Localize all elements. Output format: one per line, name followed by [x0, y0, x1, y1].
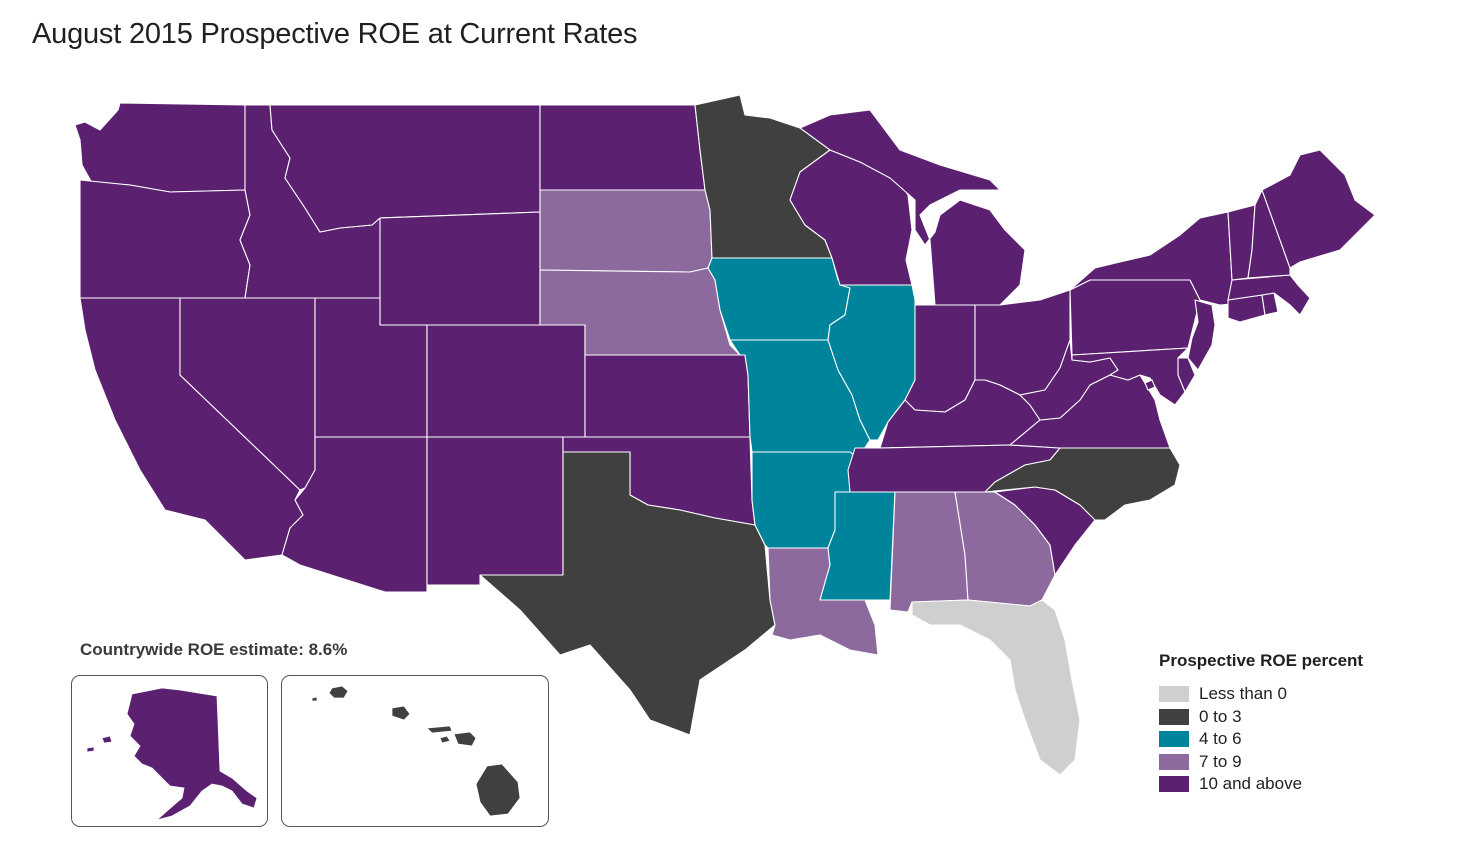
legend-label: Less than 0: [1199, 684, 1287, 704]
state-NE: [539, 267, 741, 356]
legend-label: 10 and above: [1199, 774, 1303, 794]
legend-label: 7 to 9: [1199, 751, 1242, 771]
state-AL: [889, 491, 969, 613]
state-PA: [1069, 279, 1201, 356]
state-TX: [479, 451, 776, 736]
state-NC: [984, 447, 1181, 521]
state-FL: [911, 599, 1081, 776]
legend-item-0to3: 0 to 3: [1159, 706, 1363, 729]
state-MD: [1071, 347, 1189, 406]
state-MA: [1227, 274, 1311, 316]
state-IA: [707, 257, 851, 341]
legend-swatch: [1159, 753, 1189, 770]
legend-item-7to9: 7 to 9: [1159, 751, 1363, 774]
legend-label: 4 to 6: [1199, 729, 1242, 749]
state-NM: [426, 436, 564, 586]
state-DC: [1144, 379, 1156, 391]
state-ME: [1261, 149, 1376, 269]
legend-item-4to6: 4 to 6: [1159, 728, 1363, 751]
state-WY: [379, 211, 541, 326]
legend-title: Prospective ROE percent: [1159, 651, 1364, 670]
state-MT: [269, 104, 541, 233]
hawaii-inset: [281, 675, 549, 827]
state-CO: [426, 324, 586, 438]
legend-label: 0 to 3: [1199, 706, 1242, 726]
state-MI: [799, 109, 1026, 306]
legend-item-10plus: 10 and above: [1159, 773, 1363, 796]
map-title: August 2015 Prospective ROE at Current R…: [32, 18, 638, 50]
legend-swatch: [1159, 708, 1189, 725]
legend-swatch: [1159, 686, 1189, 703]
state-AK: [86, 687, 258, 821]
state-ND: [539, 104, 706, 191]
state-KS: [584, 354, 751, 438]
state-NJ: [1187, 299, 1216, 371]
legend-swatch: [1159, 776, 1189, 793]
countrywide-roe-estimate: Countrywide ROE estimate: 8.6%: [80, 640, 348, 659]
state-HI: [311, 685, 521, 817]
state-OR: [79, 179, 251, 299]
state-RI: [1261, 292, 1279, 316]
legend-swatch: [1159, 731, 1189, 748]
state-SD: [539, 189, 713, 273]
state-WA: [74, 102, 246, 193]
alaska-inset: [71, 675, 268, 827]
legend-item-lt0: Less than 0: [1159, 683, 1363, 706]
state-IN: [904, 304, 976, 413]
